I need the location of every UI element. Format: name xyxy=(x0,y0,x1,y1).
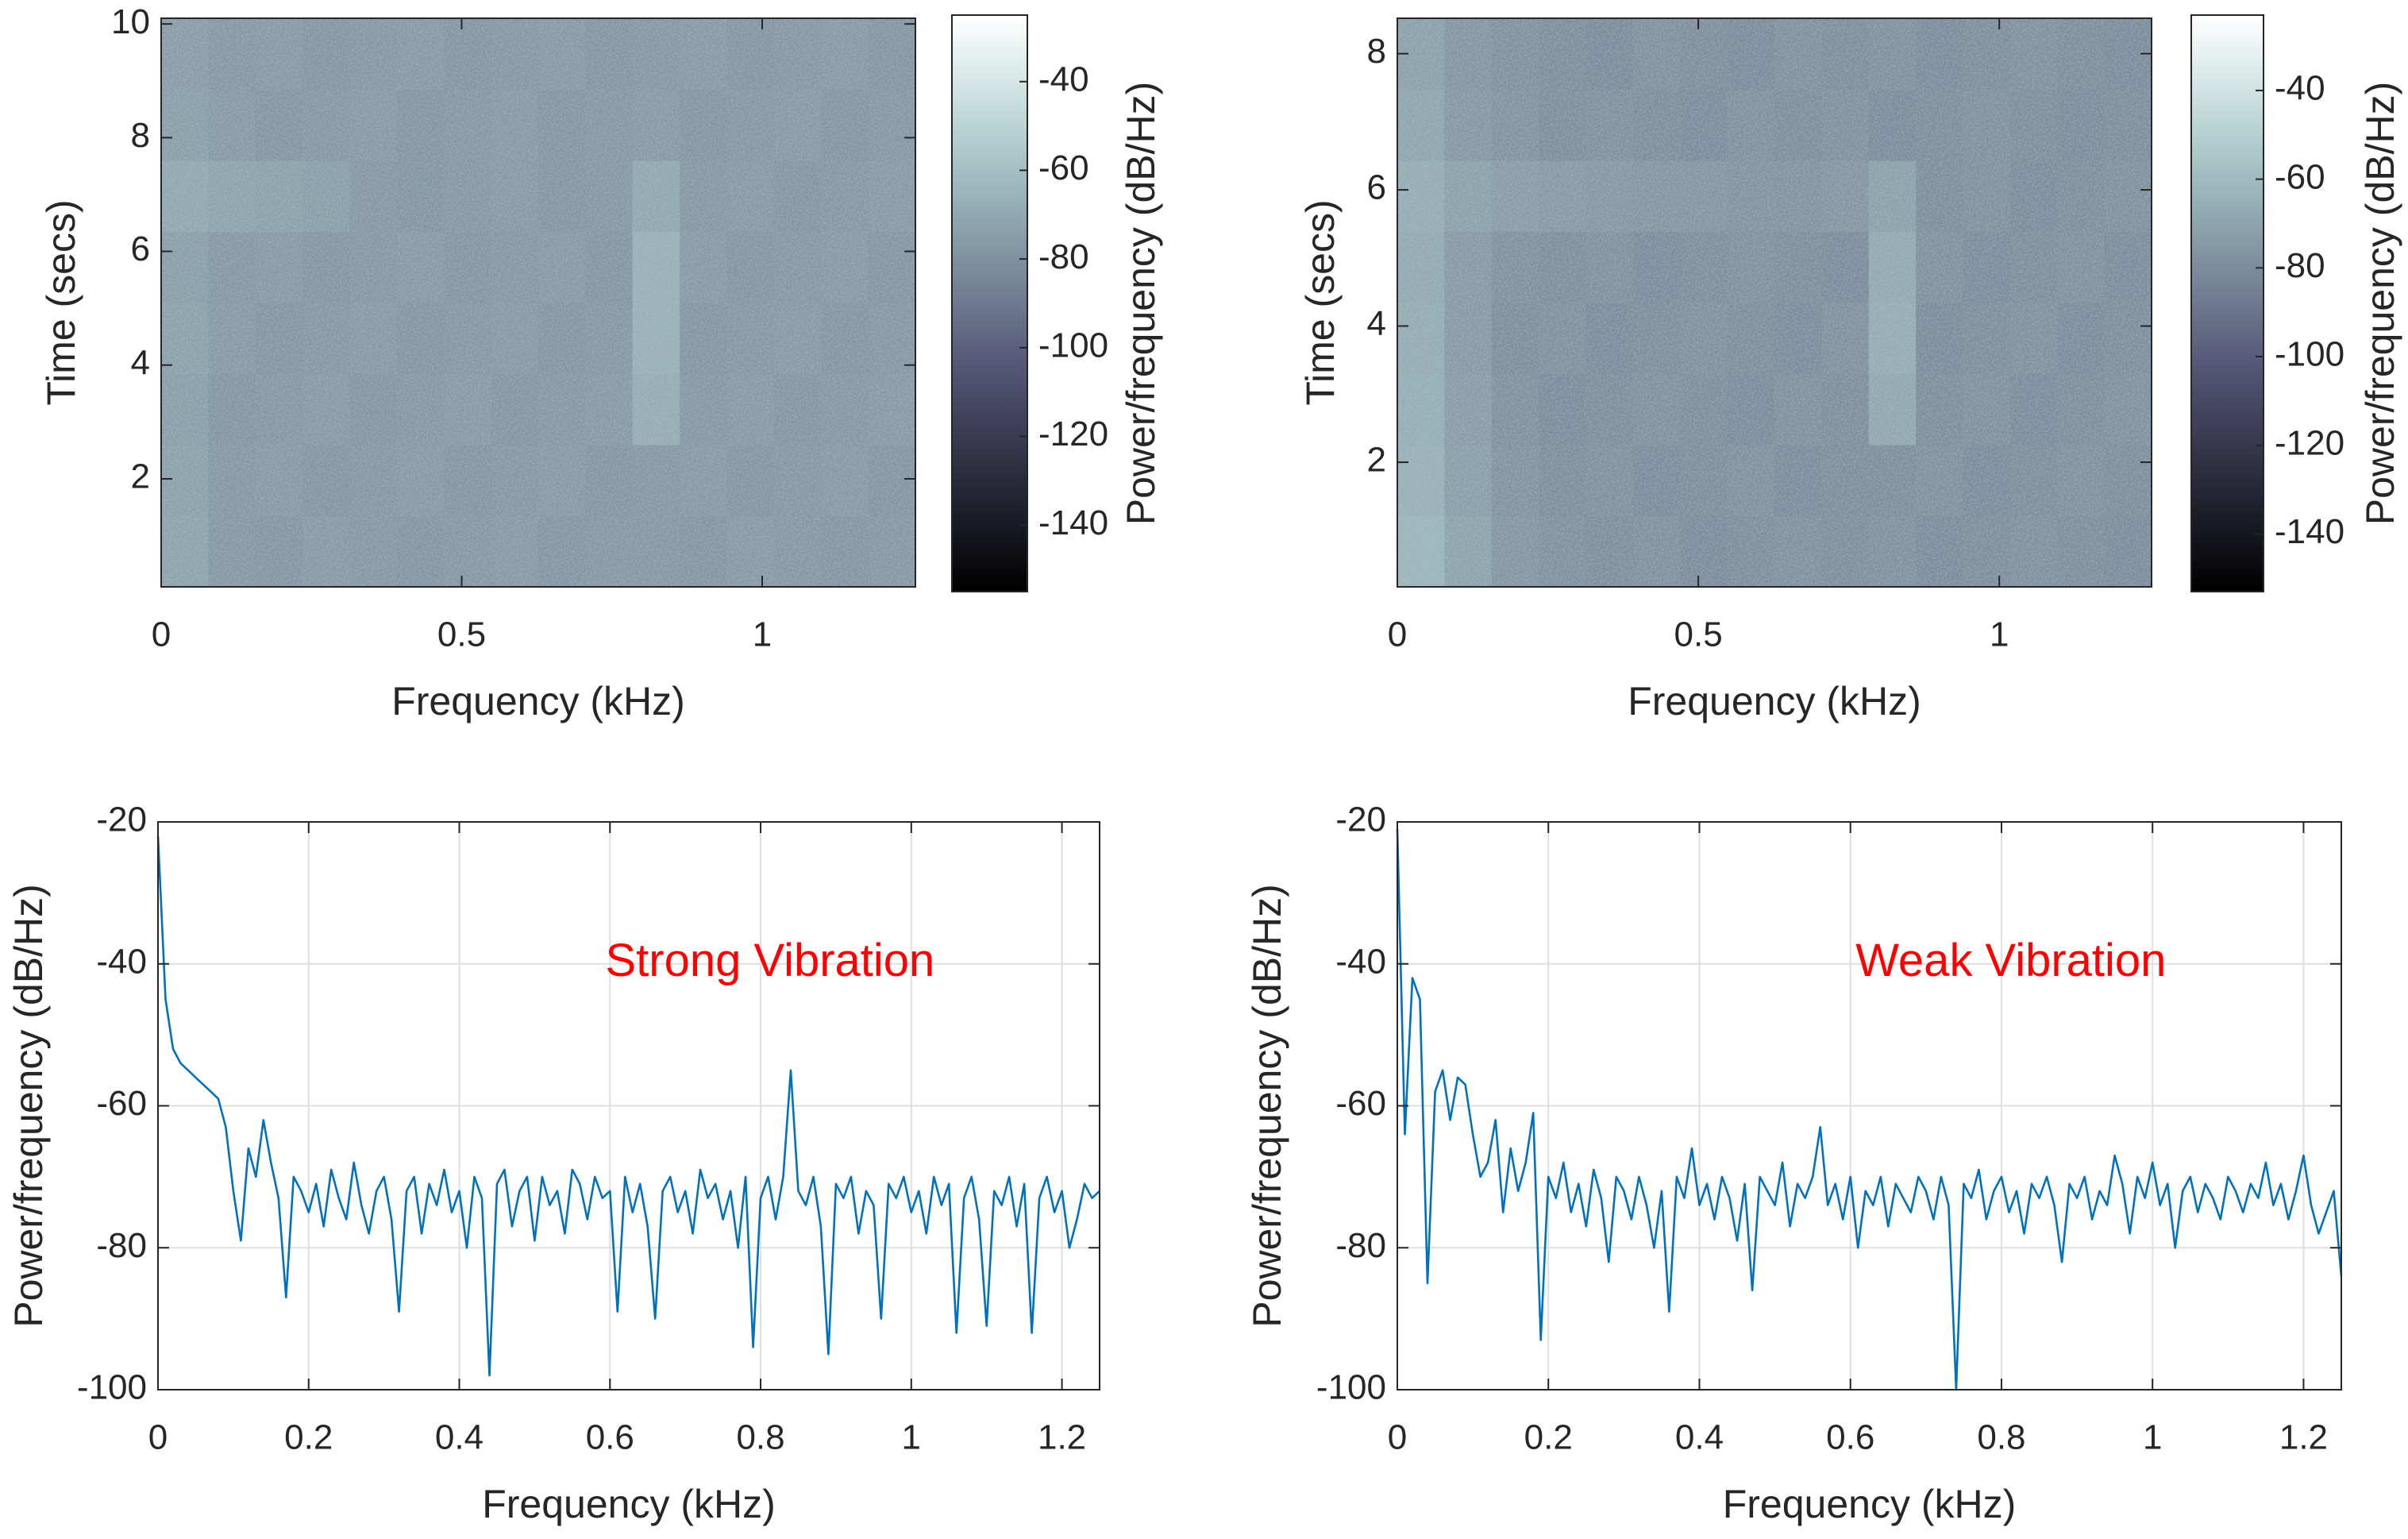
x-tick-label: 0.2 xyxy=(284,1418,333,1457)
y-tick-label: 8 xyxy=(1367,32,1386,71)
y-tick-label: -60 xyxy=(1335,1084,1386,1123)
y-tick-label: 2 xyxy=(131,457,150,496)
annotation: Weak Vibration xyxy=(1855,935,2166,986)
colorbar-tick-label: -80 xyxy=(2275,246,2325,285)
x-tick-label: 0.5 xyxy=(1674,615,1723,654)
y-axis-label: Time (secs) xyxy=(1298,199,1343,405)
colorbar-tick-label: -100 xyxy=(1038,326,1108,364)
colorbar xyxy=(2190,14,2264,592)
y-axis-label: Power/frequency (dB/Hz) xyxy=(1245,884,1289,1328)
y-tick-label: 8 xyxy=(131,116,150,155)
x-tick-label: 1 xyxy=(753,615,772,654)
x-tick-label: 1.2 xyxy=(2279,1418,2328,1457)
x-tick-label: 1 xyxy=(902,1418,921,1457)
y-tick-label: 6 xyxy=(131,230,150,268)
y-tick-label: -20 xyxy=(1335,800,1386,839)
x-tick-label: 1 xyxy=(2143,1418,2162,1457)
colorbar-tick-label: -40 xyxy=(2275,69,2325,108)
x-tick-label: 0.6 xyxy=(586,1418,634,1457)
x-tick-label: 0 xyxy=(152,615,171,654)
y-axis-label: Time (secs) xyxy=(39,199,83,405)
x-axis-label: Frequency (kHz) xyxy=(391,679,685,723)
noise-texture xyxy=(1397,18,2152,587)
colorbar-tick-label: -80 xyxy=(1038,237,1089,276)
colorbar-tick-label: -60 xyxy=(1038,148,1089,187)
x-tick-label: 0.4 xyxy=(435,1418,484,1457)
x-tick-label: 0 xyxy=(1388,615,1407,654)
colorbar-label: Power/frequency (dB/Hz) xyxy=(2358,82,2402,526)
colorbar-label: Power/frequency (dB/Hz) xyxy=(1119,82,1163,526)
x-tick-label: 1.2 xyxy=(1038,1418,1086,1457)
x-tick-label: 0.2 xyxy=(1524,1418,1573,1457)
y-tick-label: 2 xyxy=(1367,441,1386,480)
y-tick-label: -40 xyxy=(96,942,147,981)
y-tick-label: 4 xyxy=(1367,304,1386,343)
chart-panel: Weak Vibration 0 0.2 0.4 0.6 0.8 1 1.2 -100 -80 -6… xyxy=(1245,800,2343,1526)
y-tick-label: 10 xyxy=(111,2,150,41)
colorbar-tick-label: -40 xyxy=(1038,60,1089,98)
axes-box xyxy=(1397,17,2152,588)
chart-panel: -140 -120 -100 -80 -60 -40 Power/frequency (dB… xyxy=(39,2,1163,723)
x-axis-label: Frequency (kHz) xyxy=(482,1482,776,1526)
y-axis-label: Power/frequency (dB/Hz) xyxy=(6,884,51,1328)
colorbar-tick-label: -60 xyxy=(2275,157,2325,196)
x-tick-label: 0 xyxy=(1388,1418,1407,1457)
y-tick-label: -100 xyxy=(1316,1368,1386,1407)
psd-line xyxy=(1396,828,2343,1391)
chart-panel: -140 -120 -100 -80 -60 -40 Power/frequency (dB… xyxy=(1298,14,2402,723)
x-tick-label: 0 xyxy=(148,1418,168,1457)
colorbar-tick-label: -120 xyxy=(2275,423,2344,462)
psd-line xyxy=(156,835,1100,1377)
colorbar xyxy=(951,14,1028,592)
x-tick-label: 0.8 xyxy=(736,1418,784,1457)
y-tick-label: -80 xyxy=(96,1226,147,1265)
y-tick-label: -60 xyxy=(96,1084,147,1123)
y-tick-label: 4 xyxy=(131,343,150,382)
colorbar-tick-label: -100 xyxy=(2275,335,2344,374)
y-tick-label: 6 xyxy=(1367,168,1386,207)
x-axis-label: Frequency (kHz) xyxy=(1628,679,1921,723)
colorbar-tick-label: -140 xyxy=(2275,512,2344,551)
x-tick-label: 0.6 xyxy=(1826,1418,1874,1457)
x-tick-label: 0.8 xyxy=(1977,1418,2025,1457)
colorbar-tick-label: -120 xyxy=(1038,415,1108,453)
y-tick-label: -40 xyxy=(1335,942,1386,981)
axes-box xyxy=(160,17,916,588)
colorbar-tick-label: -140 xyxy=(1038,503,1108,542)
noise-texture xyxy=(161,18,915,587)
x-tick-label: 0.5 xyxy=(437,615,486,654)
x-tick-label: 1 xyxy=(1990,615,2009,654)
y-tick-label: -100 xyxy=(77,1368,147,1407)
y-tick-label: -80 xyxy=(1335,1226,1386,1265)
y-tick-label: -20 xyxy=(96,800,147,839)
x-axis-label: Frequency (kHz) xyxy=(1723,1482,2017,1526)
x-tick-label: 0.4 xyxy=(1675,1418,1724,1457)
chart-panel: Strong Vibration 0 0.2 0.4 0.6 0.8 1 1.2 -100 -80… xyxy=(6,800,1100,1526)
annotation: Strong Vibration xyxy=(605,935,934,986)
